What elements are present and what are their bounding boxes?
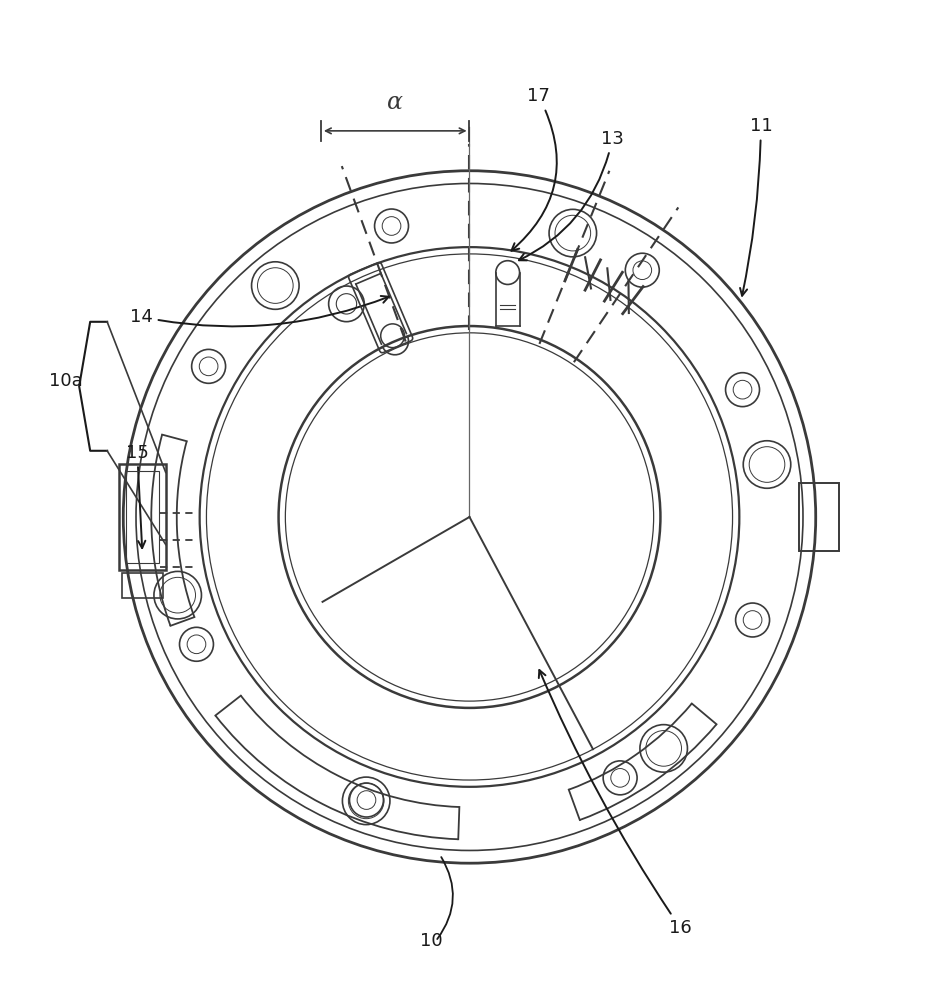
Text: 15: 15	[126, 444, 148, 548]
Text: 13: 13	[519, 130, 623, 260]
Text: α: α	[387, 91, 403, 114]
Bar	[799, 483, 839, 551]
Bar	[121, 573, 163, 598]
Text: 11: 11	[740, 117, 772, 296]
Text: 10: 10	[420, 932, 442, 950]
Text: 14: 14	[131, 296, 389, 326]
Text: 10a: 10a	[50, 372, 84, 390]
Text: 16: 16	[539, 670, 692, 937]
Text: 17: 17	[512, 87, 557, 251]
Bar	[126, 471, 159, 563]
Bar	[119, 464, 165, 570]
